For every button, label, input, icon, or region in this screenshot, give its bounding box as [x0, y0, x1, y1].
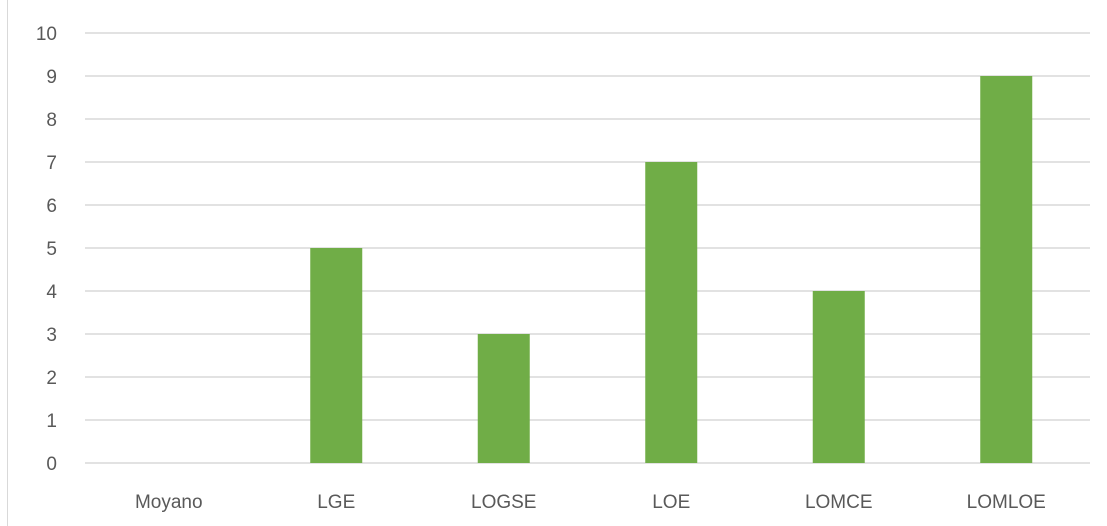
y-tick-label-7: 7 [46, 153, 57, 174]
gridlines [85, 32, 1090, 464]
x-label-lomloe: LOMLOE [967, 492, 1046, 513]
y-tick-label-8: 8 [46, 110, 57, 131]
y-tick-label-1: 1 [46, 411, 57, 432]
y-tick-label-2: 2 [46, 368, 57, 389]
y-tick-label-4: 4 [46, 282, 57, 303]
y-tick-label-9: 9 [46, 67, 57, 88]
x-label-loe: LOE [652, 492, 690, 513]
bar-logse [477, 334, 530, 463]
x-label-lge: LGE [317, 492, 355, 513]
bars [310, 76, 1033, 463]
x-label-logse: LOGSE [471, 492, 536, 513]
bar-loe [645, 162, 698, 463]
x-label-moyano: Moyano [135, 492, 203, 513]
y-axis-ticks: 0 1 2 3 4 5 6 7 8 9 10 [36, 24, 58, 475]
y-tick-label-0: 0 [46, 454, 57, 475]
x-label-lomce: LOMCE [805, 492, 873, 513]
y-tick-label-6: 6 [46, 196, 57, 217]
left-border [7, 0, 8, 526]
bar-lomloe [980, 76, 1033, 463]
x-axis-labels: Moyano LGE LOGSE LOE LOMCE LOMLOE [135, 492, 1046, 513]
y-tick-label-5: 5 [46, 239, 57, 260]
bar-lomce [812, 291, 865, 463]
y-tick-label-3: 3 [46, 325, 57, 346]
y-tick-label-10: 10 [36, 24, 57, 45]
bar-lge [310, 248, 363, 463]
